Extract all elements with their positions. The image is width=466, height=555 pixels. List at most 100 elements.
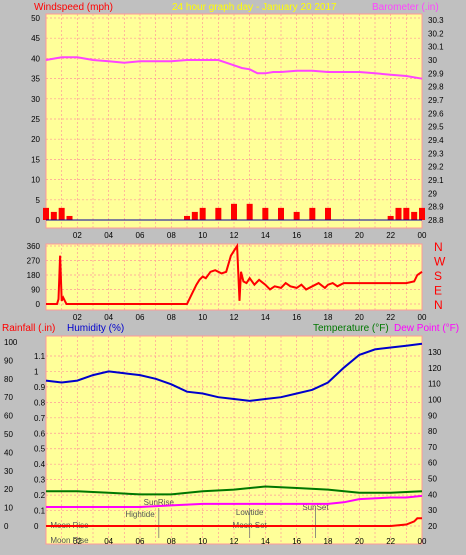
x-tick-label: 04 [104, 231, 113, 240]
humidity-tick-label: 30 [4, 467, 13, 476]
windspeed-bar [262, 207, 269, 220]
x-tick-label: 00 [418, 537, 427, 546]
x-tick-label: 12 [230, 313, 239, 322]
wind-direction-series [46, 242, 423, 305]
moon-rise-annotation-lower: Moon Rise [50, 536, 89, 545]
rainfall-tick-label: 0.8 [34, 398, 46, 407]
barometer-tick-label: 29.2 [428, 163, 444, 172]
rainfall-tick-label: 0.9 [34, 383, 46, 392]
barometer-tick-label: 30.1 [428, 43, 444, 52]
x-tick-label: 10 [198, 537, 207, 546]
x-tick-label: 00 [418, 231, 427, 240]
rain-humidity-temp-series [45, 342, 423, 527]
windspeed-bar [231, 203, 237, 220]
temperature-tick-label: 110 [428, 380, 441, 389]
windspeed-bar [293, 211, 300, 220]
x-tick-label: 18 [324, 313, 333, 322]
barometer-tick-label: 30.2 [428, 29, 444, 38]
x-tick-label: 22 [386, 231, 395, 240]
rainfall-tick-label: 1 [34, 367, 39, 376]
wind-barometer-ticks: 5045403530252015105030.330.230.13029.929… [31, 14, 444, 240]
x-tick-label: 08 [167, 537, 176, 546]
windspeed-bar [309, 207, 316, 220]
sunset-annotation: SunSet [302, 503, 329, 512]
humidity-tick-label: 70 [4, 393, 13, 402]
windspeed-bar [191, 211, 198, 220]
x-tick-label: 16 [292, 537, 301, 546]
direction-tick-label: 0 [36, 300, 41, 309]
windspeed-bar [411, 211, 418, 220]
windspeed-tick-label: 10 [31, 176, 40, 185]
barometer-tick-label: 29.3 [428, 149, 444, 158]
rainfall-tick-label: 0 [34, 522, 39, 531]
temperature-tick-label: 30 [428, 506, 437, 515]
windspeed-bar [43, 207, 49, 220]
humidity-tick-label: 60 [4, 412, 13, 421]
windspeed-axis-label: Windspeed (mph) [34, 2, 113, 13]
barometer-tick-label: 29.4 [428, 136, 444, 145]
rainfall-tick-label: 0.1 [34, 507, 46, 516]
windspeed-bar [278, 207, 284, 220]
rainfall-axis-label: Rainfall (.in) [2, 323, 55, 334]
humidity-axis-label: Humidity (%) [67, 323, 124, 334]
direction-tick-label: 270 [27, 257, 41, 266]
x-tick-label: 14 [261, 537, 270, 546]
humidity-tick-label: 90 [4, 356, 13, 365]
windspeed-tick-label: 50 [31, 14, 40, 23]
x-tick-label: 22 [386, 313, 395, 322]
x-tick-label: 14 [261, 313, 270, 322]
x-tick-label: 04 [104, 313, 113, 322]
dewpoint-axis-label: Dew Point (°F) [394, 323, 459, 334]
compass-label: E [434, 284, 442, 298]
windspeed-tick-label: 15 [31, 155, 40, 164]
windspeed-bar [387, 215, 394, 220]
barometer-tick-label: 28.8 [428, 216, 444, 225]
windspeed-bar [403, 207, 410, 220]
hightide-annotation: Hightide [125, 510, 155, 519]
windspeed-bar [58, 207, 65, 220]
rain-humidity-temp-grid [46, 336, 422, 544]
windspeed-bar [215, 207, 222, 220]
windspeed-tick-label: 25 [31, 115, 40, 124]
barometer-line [45, 56, 423, 80]
x-tick-label: 10 [198, 313, 207, 322]
barometer-tick-label: 29.5 [428, 123, 444, 132]
rainfall-tick-label: 0.6 [34, 429, 46, 438]
compass-label: W [434, 255, 446, 269]
x-tick-label: 08 [167, 313, 176, 322]
barometer-tick-label: 29.9 [428, 69, 444, 78]
x-tick-label: 06 [136, 231, 145, 240]
x-tick-label: 02 [73, 537, 82, 546]
humidity-tick-label: 0 [4, 522, 9, 531]
rain-humidity-temp-ticks: 1.110.90.80.70.60.50.40.30.20.1010090807… [4, 338, 442, 546]
rainfall-tick-label: 0.7 [34, 414, 46, 423]
barometer-tick-label: 29.7 [428, 96, 444, 105]
windspeed-bar [50, 211, 57, 220]
humidity-tick-label: 100 [4, 338, 18, 347]
x-tick-label: 00 [418, 313, 427, 322]
x-tick-label: 12 [230, 231, 239, 240]
humidity-line [45, 342, 423, 402]
temperature-tick-label: 70 [428, 443, 437, 452]
dewpoint-line [46, 494, 423, 508]
barometer-axis-label: Barometer (.in) [372, 2, 439, 13]
temperature-tick-label: 120 [428, 364, 442, 373]
humidity-tick-label: 50 [4, 430, 13, 439]
barometer-tick-label: 28.9 [428, 203, 444, 212]
windspeed-tick-label: 0 [36, 216, 41, 225]
temperature-tick-label: 90 [428, 411, 437, 420]
windspeed-bar [395, 207, 402, 220]
barometer-tick-label: 29.6 [428, 109, 444, 118]
compass-label: S [434, 269, 442, 283]
windspeed-bar [246, 203, 253, 220]
x-tick-label: 02 [73, 231, 82, 240]
humidity-tick-label: 80 [4, 375, 13, 384]
temperature-tick-label: 50 [428, 475, 437, 484]
sunrise-annotation: SunRise [144, 498, 175, 507]
direction-tick-label: 180 [27, 271, 41, 280]
windspeed-bar [325, 207, 331, 220]
x-tick-label: 10 [198, 231, 207, 240]
rainfall-tick-label: 0.2 [34, 491, 46, 500]
